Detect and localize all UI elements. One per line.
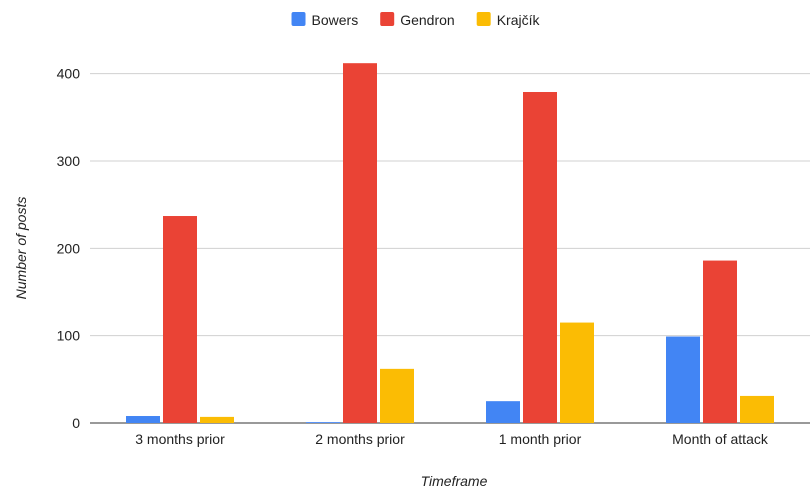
bar-krajčík-0 xyxy=(200,416,234,423)
y-tick-label: 0 xyxy=(72,415,80,431)
legend-item-gendron: Gendron xyxy=(380,12,455,28)
legend-label: Gendron xyxy=(400,12,454,28)
legend-swatch xyxy=(476,12,491,26)
bar-gendron-3 xyxy=(703,260,737,423)
legend-swatch xyxy=(291,12,306,26)
grid-lines xyxy=(90,73,810,424)
bar-gendron-0 xyxy=(163,216,197,423)
x-tick-label: 1 month prior xyxy=(499,431,582,447)
y-tick-label: 300 xyxy=(57,153,81,169)
y-tick-label: 400 xyxy=(57,66,81,82)
x-tick-label: Month of attack xyxy=(672,431,769,447)
y-tick-label: 100 xyxy=(57,328,81,344)
bar-krajčík-2 xyxy=(560,322,594,423)
bar-gendron-1 xyxy=(343,63,377,423)
x-tick-labels: 3 months prior 2 months prior 1 month prio… xyxy=(135,431,769,447)
legend-label: Bowers xyxy=(312,12,359,28)
bar-krajčík-1 xyxy=(380,368,414,423)
x-tick-label: 3 months prior xyxy=(135,431,225,447)
legend-item-krajčík: Krajčík xyxy=(476,12,541,28)
bar-krajčík-3 xyxy=(740,395,774,423)
x-axis-title: Timeframe xyxy=(421,473,488,488)
bar-bowers-0 xyxy=(126,416,160,423)
x-tick-label: 2 months prior xyxy=(315,431,405,447)
legend: Bowers Gendron Krajčík xyxy=(291,12,541,28)
bar-bowers-1 xyxy=(306,422,340,423)
y-tick-labels: 0 100 200 300 400 xyxy=(57,66,81,431)
bars xyxy=(126,63,774,424)
y-tick-label: 200 xyxy=(57,240,81,256)
legend-item-bowers: Bowers xyxy=(291,12,359,28)
bar-bowers-2 xyxy=(486,401,520,423)
legend-label: Krajčík xyxy=(497,12,541,28)
y-axis-title: Number of posts xyxy=(13,197,29,300)
bar-gendron-2 xyxy=(523,92,557,424)
bar-bowers-3 xyxy=(666,336,700,423)
legend-swatch xyxy=(380,12,395,26)
